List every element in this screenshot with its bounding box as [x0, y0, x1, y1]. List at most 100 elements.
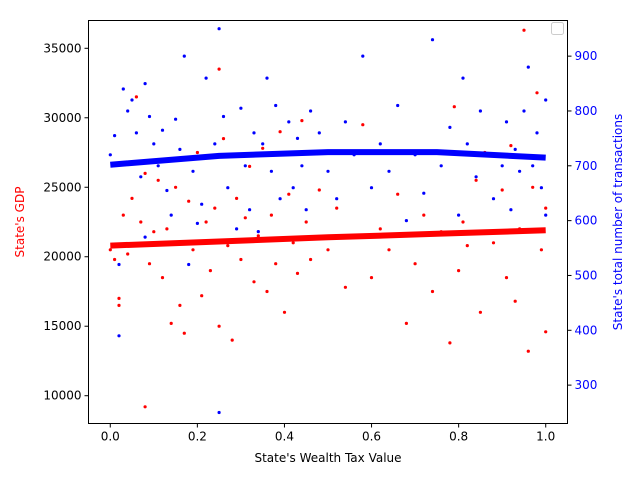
transactions-point — [265, 76, 269, 80]
gdp-point — [187, 199, 191, 203]
gdp-point — [200, 294, 204, 298]
right-y-tick-label: 700 — [575, 159, 598, 173]
gdp-point — [134, 95, 138, 99]
transactions-point — [221, 114, 226, 119]
transactions-point — [295, 136, 300, 140]
transactions-point — [243, 164, 247, 168]
transactions-point — [422, 191, 426, 195]
gdp-point — [261, 146, 265, 150]
gdp-point — [278, 130, 282, 134]
transactions-point — [544, 98, 548, 102]
gdp-point — [248, 164, 252, 168]
gdp-point — [265, 289, 269, 294]
gdp-point — [430, 289, 435, 294]
gdp-point — [169, 321, 173, 325]
gdp-point — [230, 338, 234, 342]
x-tick-label: 0.0 — [101, 430, 120, 444]
transactions-point — [235, 227, 239, 231]
transactions-point — [539, 186, 544, 190]
gdp-point — [461, 220, 465, 224]
gdp-point — [396, 192, 400, 196]
transactions-point — [160, 128, 165, 132]
gdp-point — [465, 244, 469, 248]
gdp-point — [204, 220, 208, 224]
transactions-point — [387, 169, 391, 173]
transactions-point — [531, 164, 535, 168]
transactions-point — [147, 114, 152, 119]
transactions-point — [309, 109, 313, 113]
trend-lines — [110, 149, 546, 249]
gdp-point — [221, 137, 226, 141]
gdp-point — [535, 91, 539, 95]
gdp-point — [113, 257, 117, 262]
transactions-point — [117, 262, 121, 267]
gdp-point — [295, 271, 300, 275]
gdp-point — [291, 241, 295, 245]
gdp-point — [317, 188, 321, 192]
transactions-point — [248, 208, 252, 212]
gdp-point — [195, 150, 199, 155]
gdp-point — [243, 216, 247, 220]
gdp-point — [544, 206, 548, 210]
transactions-point — [287, 120, 291, 124]
left-series-points — [108, 28, 548, 409]
x-axis: 0.0 0.2 0.4 0.6 0.8 1.0 — [101, 423, 555, 444]
gdp-point — [452, 105, 456, 109]
gdp-point — [478, 310, 482, 314]
transactions-point — [518, 169, 522, 173]
transactions-point — [513, 147, 517, 151]
gdp-point — [121, 213, 125, 217]
gdp-point — [165, 227, 169, 231]
gdp-point — [361, 123, 365, 127]
transactions-point — [261, 142, 265, 146]
right-series-points — [108, 27, 548, 415]
transactions-trend-line — [110, 149, 546, 168]
gdp-point — [217, 67, 221, 71]
gdp-point — [274, 262, 278, 266]
transactions-point — [134, 131, 138, 135]
gdp-point — [147, 262, 152, 266]
transactions-point — [174, 117, 178, 121]
transactions-point — [361, 54, 365, 58]
transactions-point — [182, 54, 186, 58]
transactions-point — [113, 134, 117, 138]
gdp-point — [239, 257, 243, 262]
transactions-point — [204, 76, 208, 80]
transactions-point — [326, 169, 330, 173]
gdp-point — [213, 206, 217, 210]
transactions-point — [274, 103, 278, 108]
transactions-point — [317, 131, 321, 135]
x-tick-label: 0.8 — [449, 430, 468, 444]
gdp-point — [422, 213, 426, 217]
gdp-point — [544, 330, 548, 334]
gdp-point — [156, 178, 160, 182]
gdp-point — [522, 28, 526, 32]
left-y-axis: 10000 15000 20000 25000 30000 35000 — [43, 41, 89, 403]
left-y-tick-label: 35000 — [43, 41, 81, 55]
gdp-point — [413, 262, 417, 266]
gdp-point — [174, 185, 178, 189]
x-tick-label: 1.0 — [536, 430, 555, 444]
transactions-point — [430, 38, 435, 42]
left-y-tick-label: 25000 — [43, 180, 81, 194]
gdp-point — [326, 248, 330, 252]
right-y-tick-label: 400 — [575, 323, 598, 337]
plot-frame — [88, 20, 568, 424]
left-y-tick-label: 10000 — [43, 389, 81, 403]
gdp-point — [343, 285, 347, 289]
transactions-point — [108, 153, 112, 157]
transactions-point — [278, 197, 282, 201]
gdp-point — [539, 248, 544, 252]
legend-box — [551, 22, 564, 35]
transactions-point — [522, 109, 526, 113]
gdp-point — [369, 276, 374, 280]
gdp-point — [139, 220, 143, 224]
transactions-point — [509, 208, 513, 212]
transactions-point — [217, 410, 221, 415]
gdp-point — [491, 241, 496, 245]
gdp-point — [226, 244, 230, 248]
gdp-point — [178, 303, 182, 307]
gdp-point — [513, 299, 517, 303]
transactions-point — [200, 202, 204, 206]
gdp-point — [108, 248, 112, 252]
